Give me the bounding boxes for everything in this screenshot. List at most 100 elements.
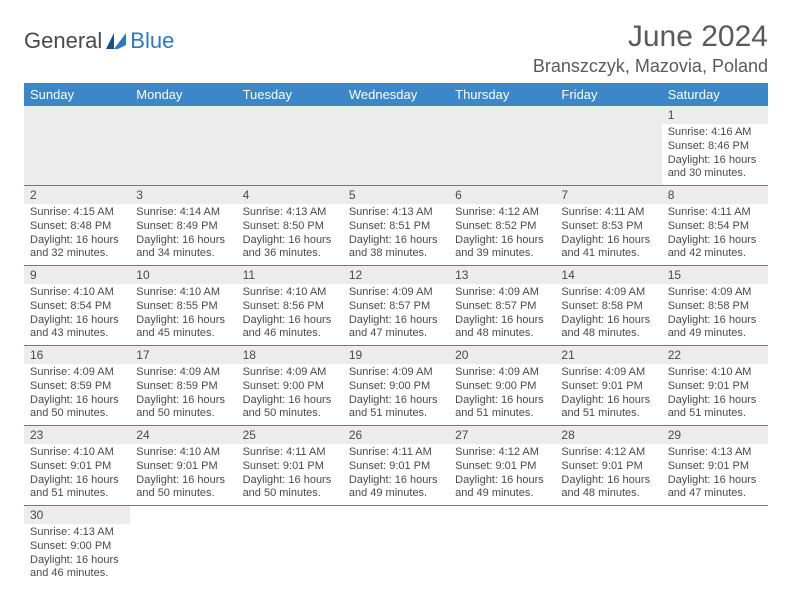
detail-line: and 36 minutes.: [243, 247, 337, 261]
day-details: Sunrise: 4:13 AMSunset: 8:50 PMDaylight:…: [237, 204, 343, 265]
detail-line: Sunrise: 4:11 AM: [561, 206, 655, 220]
detail-line: Daylight: 16 hours: [30, 394, 124, 408]
detail-line: Sunset: 9:00 PM: [30, 540, 124, 554]
detail-line: Daylight: 16 hours: [349, 394, 443, 408]
day-details: Sunrise: 4:12 AMSunset: 9:01 PMDaylight:…: [449, 444, 555, 505]
detail-line: Sunrise: 4:11 AM: [349, 446, 443, 460]
day-number: 15: [662, 266, 768, 284]
day-details: Sunrise: 4:12 AMSunset: 9:01 PMDaylight:…: [555, 444, 661, 505]
day-number: 17: [130, 346, 236, 364]
detail-line: Daylight: 16 hours: [668, 394, 762, 408]
detail-line: and 39 minutes.: [455, 247, 549, 261]
day-details: Sunrise: 4:15 AMSunset: 8:48 PMDaylight:…: [24, 204, 130, 265]
detail-line: and 49 minutes.: [455, 487, 549, 501]
dayname-header: Saturday: [662, 83, 768, 106]
day-details: Sunrise: 4:10 AMSunset: 8:54 PMDaylight:…: [24, 284, 130, 345]
calendar-cell: 23Sunrise: 4:10 AMSunset: 9:01 PMDayligh…: [24, 426, 130, 506]
flag-icon: [106, 33, 126, 49]
detail-line: Daylight: 16 hours: [561, 474, 655, 488]
detail-line: Daylight: 16 hours: [136, 314, 230, 328]
day-number: 10: [130, 266, 236, 284]
dayname-header: Wednesday: [343, 83, 449, 106]
detail-line: Sunrise: 4:09 AM: [243, 366, 337, 380]
day-details: Sunrise: 4:09 AMSunset: 8:58 PMDaylight:…: [662, 284, 768, 345]
detail-line: Sunset: 9:01 PM: [561, 460, 655, 474]
calendar-cell: [343, 106, 449, 186]
calendar-cell: [130, 506, 236, 586]
calendar-cell: [343, 506, 449, 586]
detail-line: Sunrise: 4:12 AM: [455, 206, 549, 220]
page-header: General Blue June 2024 Branszczyk, Mazov…: [24, 20, 768, 77]
detail-line: Sunset: 9:01 PM: [561, 380, 655, 394]
day-number: 30: [24, 506, 130, 524]
calendar-cell: [237, 106, 343, 186]
detail-line: Sunrise: 4:10 AM: [136, 446, 230, 460]
calendar-cell: 13Sunrise: 4:09 AMSunset: 8:57 PMDayligh…: [449, 266, 555, 346]
detail-line: and 48 minutes.: [561, 487, 655, 501]
day-details: Sunrise: 4:13 AMSunset: 9:00 PMDaylight:…: [24, 524, 130, 585]
detail-line: Sunrise: 4:09 AM: [455, 286, 549, 300]
detail-line: Daylight: 16 hours: [30, 314, 124, 328]
detail-line: and 49 minutes.: [349, 487, 443, 501]
detail-line: Sunset: 8:52 PM: [455, 220, 549, 234]
detail-line: Sunset: 8:57 PM: [349, 300, 443, 314]
calendar-cell: 4Sunrise: 4:13 AMSunset: 8:50 PMDaylight…: [237, 186, 343, 266]
calendar-cell: 25Sunrise: 4:11 AMSunset: 9:01 PMDayligh…: [237, 426, 343, 506]
detail-line: and 51 minutes.: [349, 407, 443, 421]
detail-line: Sunset: 8:56 PM: [243, 300, 337, 314]
dayname-header: Sunday: [24, 83, 130, 106]
calendar-week: 9Sunrise: 4:10 AMSunset: 8:54 PMDaylight…: [24, 266, 768, 346]
calendar-week: 30Sunrise: 4:13 AMSunset: 9:00 PMDayligh…: [24, 506, 768, 586]
detail-line: Sunrise: 4:10 AM: [243, 286, 337, 300]
detail-line: Daylight: 16 hours: [136, 234, 230, 248]
day-number: 4: [237, 186, 343, 204]
detail-line: Daylight: 16 hours: [455, 234, 549, 248]
dayname-header: Monday: [130, 83, 236, 106]
detail-line: Sunset: 9:00 PM: [243, 380, 337, 394]
calendar-cell: [24, 106, 130, 186]
calendar-week: 1Sunrise: 4:16 AMSunset: 8:46 PMDaylight…: [24, 106, 768, 186]
day-details: Sunrise: 4:13 AMSunset: 8:51 PMDaylight:…: [343, 204, 449, 265]
detail-line: Sunrise: 4:12 AM: [561, 446, 655, 460]
calendar-cell: [555, 106, 661, 186]
calendar-cell: 26Sunrise: 4:11 AMSunset: 9:01 PMDayligh…: [343, 426, 449, 506]
detail-line: Sunset: 8:46 PM: [668, 140, 762, 154]
day-details: Sunrise: 4:12 AMSunset: 8:52 PMDaylight:…: [449, 204, 555, 265]
calendar-cell: [555, 506, 661, 586]
detail-line: Daylight: 16 hours: [349, 474, 443, 488]
calendar-cell: 28Sunrise: 4:12 AMSunset: 9:01 PMDayligh…: [555, 426, 661, 506]
day-details: Sunrise: 4:09 AMSunset: 9:00 PMDaylight:…: [343, 364, 449, 425]
day-details: Sunrise: 4:11 AMSunset: 9:01 PMDaylight:…: [343, 444, 449, 505]
day-number: 28: [555, 426, 661, 444]
calendar-cell: 30Sunrise: 4:13 AMSunset: 9:00 PMDayligh…: [24, 506, 130, 586]
detail-line: Daylight: 16 hours: [136, 394, 230, 408]
dayname-header: Friday: [555, 83, 661, 106]
dayname-header: Tuesday: [237, 83, 343, 106]
detail-line: and 49 minutes.: [668, 327, 762, 341]
detail-line: Sunrise: 4:13 AM: [30, 526, 124, 540]
calendar-cell: [449, 506, 555, 586]
dayname-row: SundayMondayTuesdayWednesdayThursdayFrid…: [24, 83, 768, 106]
day-number: 6: [449, 186, 555, 204]
day-number: 14: [555, 266, 661, 284]
detail-line: and 30 minutes.: [668, 167, 762, 181]
detail-line: Sunrise: 4:12 AM: [455, 446, 549, 460]
detail-line: Daylight: 16 hours: [668, 154, 762, 168]
detail-line: Daylight: 16 hours: [455, 394, 549, 408]
day-details: Sunrise: 4:10 AMSunset: 9:01 PMDaylight:…: [662, 364, 768, 425]
detail-line: Sunrise: 4:13 AM: [668, 446, 762, 460]
dayname-header: Thursday: [449, 83, 555, 106]
detail-line: and 32 minutes.: [30, 247, 124, 261]
detail-line: and 42 minutes.: [668, 247, 762, 261]
calendar-cell: 9Sunrise: 4:10 AMSunset: 8:54 PMDaylight…: [24, 266, 130, 346]
detail-line: and 38 minutes.: [349, 247, 443, 261]
calendar-cell: 29Sunrise: 4:13 AMSunset: 9:01 PMDayligh…: [662, 426, 768, 506]
detail-line: Sunrise: 4:10 AM: [668, 366, 762, 380]
detail-line: Sunset: 9:00 PM: [349, 380, 443, 394]
detail-line: Sunrise: 4:10 AM: [30, 446, 124, 460]
detail-line: Daylight: 16 hours: [668, 234, 762, 248]
logo-text-general: General: [24, 28, 102, 54]
detail-line: Daylight: 16 hours: [243, 314, 337, 328]
detail-line: Daylight: 16 hours: [561, 314, 655, 328]
detail-line: Sunrise: 4:09 AM: [349, 286, 443, 300]
